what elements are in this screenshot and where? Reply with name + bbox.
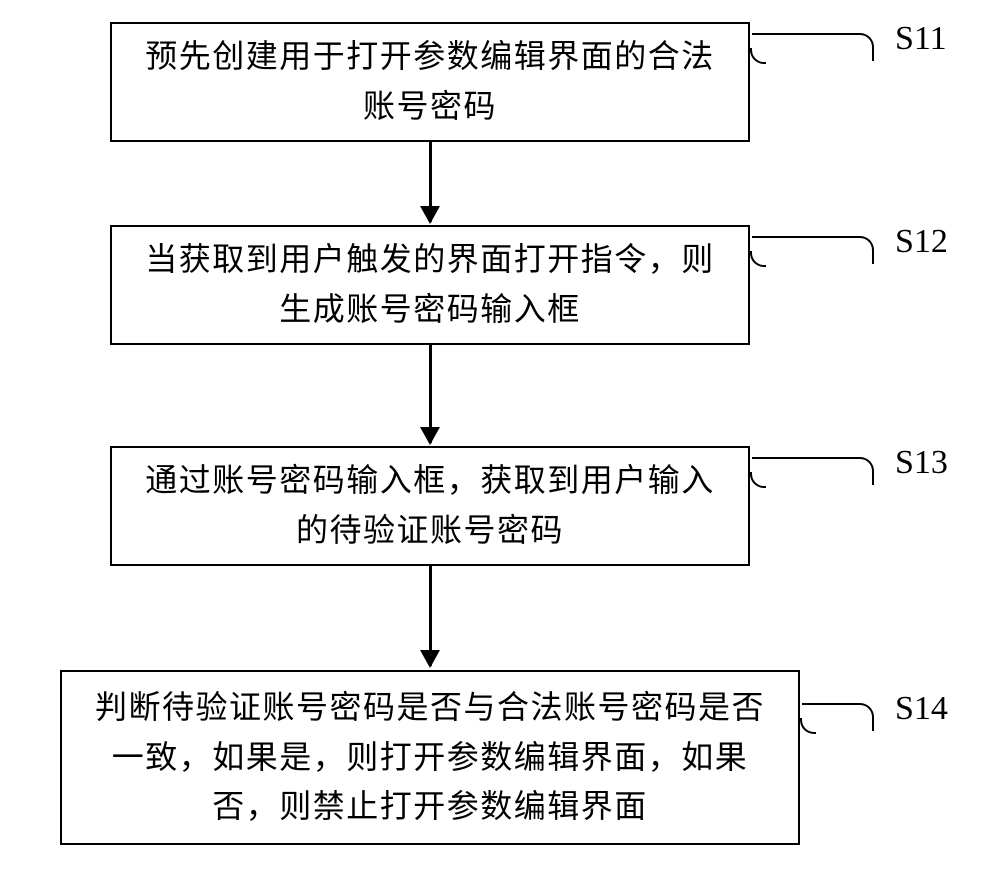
label-connector-s11 bbox=[752, 33, 874, 61]
step-label-s14: S14 bbox=[895, 690, 948, 728]
step-label-s13: S13 bbox=[895, 444, 948, 482]
label-connector-s12 bbox=[752, 236, 874, 264]
step-text: 当获取到用户触发的界面打开指令，则生成账号密码输入框 bbox=[134, 235, 726, 334]
arrow-s13-s14 bbox=[429, 566, 432, 666]
flowchart-step-s12: 当获取到用户触发的界面打开指令，则生成账号密码输入框 bbox=[110, 225, 750, 345]
flowchart-container: 预先创建用于打开参数编辑界面的合法账号密码 S11 当获取到用户触发的界面打开指… bbox=[0, 0, 1000, 881]
step-text: 判断待验证账号密码是否与合法账号密码是否一致，如果是，则打开参数编辑界面，如果否… bbox=[84, 683, 776, 832]
arrow-s11-s12 bbox=[429, 142, 432, 222]
step-text: 预先创建用于打开参数编辑界面的合法账号密码 bbox=[134, 32, 726, 131]
flowchart-step-s14: 判断待验证账号密码是否与合法账号密码是否一致，如果是，则打开参数编辑界面，如果否… bbox=[60, 670, 800, 845]
label-connector-s14 bbox=[802, 703, 874, 731]
arrow-s12-s13 bbox=[429, 345, 432, 443]
step-label-s11: S11 bbox=[895, 20, 947, 58]
flowchart-step-s11: 预先创建用于打开参数编辑界面的合法账号密码 bbox=[110, 22, 750, 142]
step-text: 通过账号密码输入框，获取到用户输入的待验证账号密码 bbox=[134, 456, 726, 555]
step-label-s12: S12 bbox=[895, 223, 948, 261]
label-connector-s13 bbox=[752, 457, 874, 485]
flowchart-step-s13: 通过账号密码输入框，获取到用户输入的待验证账号密码 bbox=[110, 446, 750, 566]
